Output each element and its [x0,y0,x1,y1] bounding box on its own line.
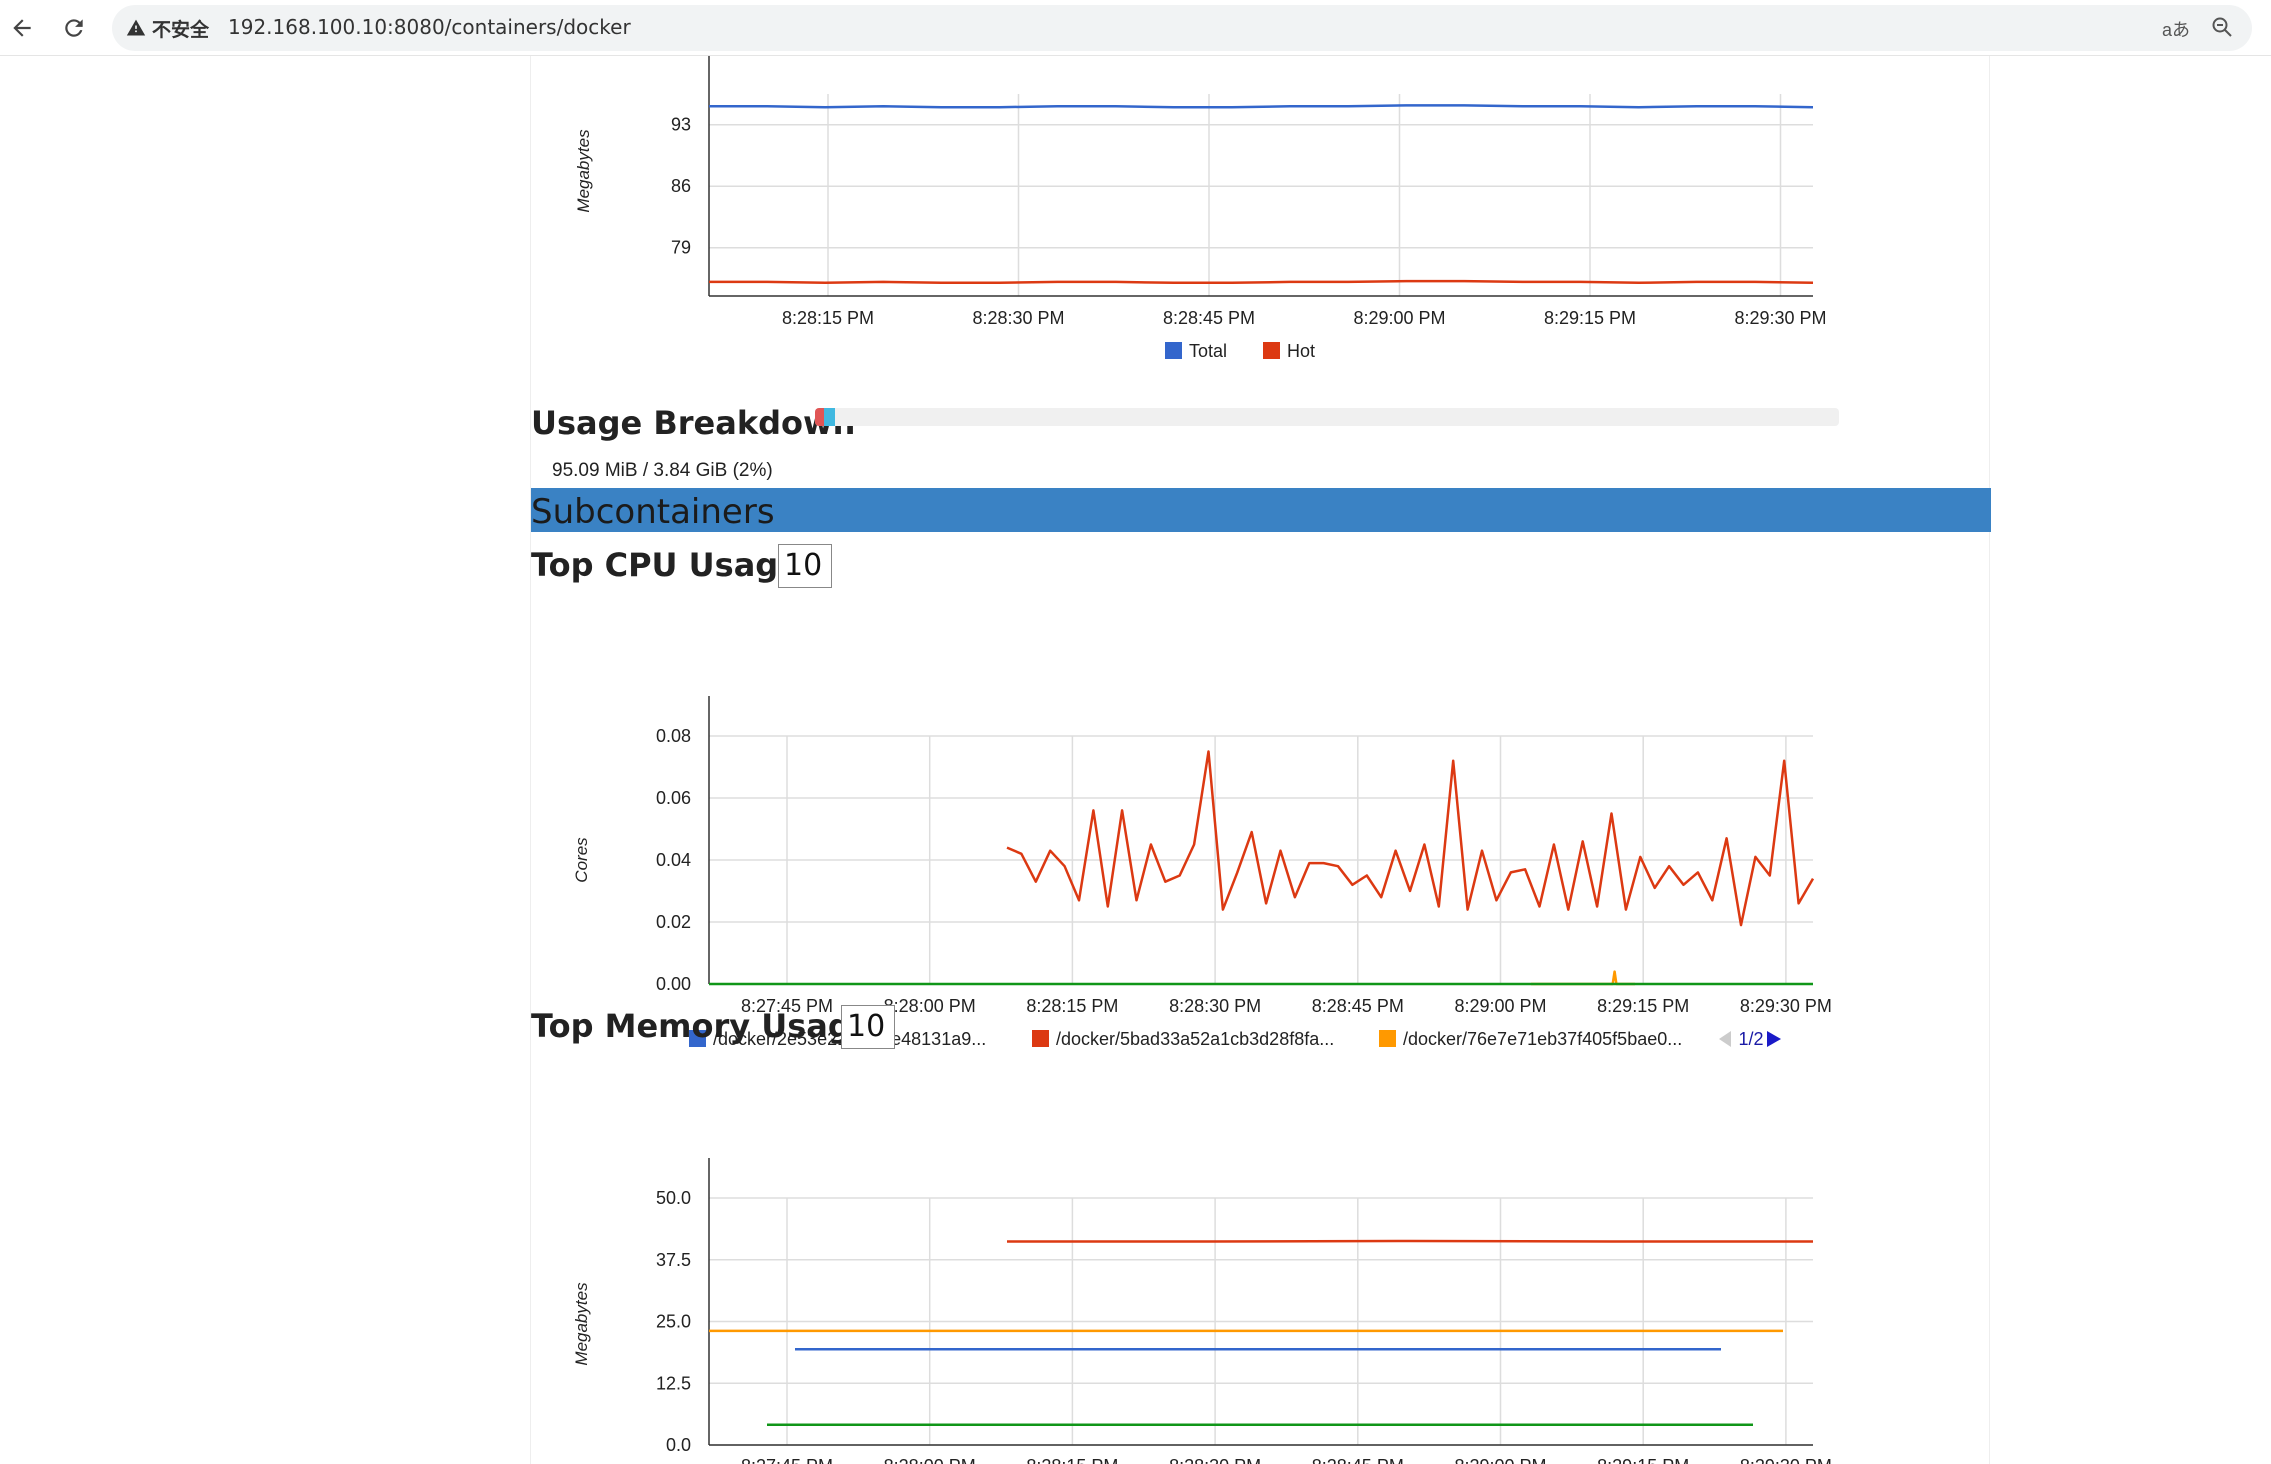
y-tick-label: 50.0 [656,1188,691,1208]
y-tick-label: 12.5 [656,1373,691,1393]
top-cpu-input[interactable]: 10 [778,544,832,588]
read-aloud-icon[interactable]: aあ [2161,20,2190,40]
y-axis-label: Cores [572,837,591,883]
y-axis-label: Megabytes [572,1282,591,1366]
page-content: 8:28:15 PM 8:28:30 PM 8:28:45 PM 8:29:00 PM… [530,56,1991,1464]
next-page-icon [1767,1031,1781,1047]
x-tick-label: 8:29:00 PM [1454,996,1546,1016]
y-tick-label: 25.0 [656,1312,691,1332]
top-cpu-label: Top CPU Usage: [531,546,813,584]
x-tick-label: 8:29:00 PM [1454,1456,1546,1464]
series-line [709,279,1814,285]
subcontainers-title: Subcontainers [531,492,775,532]
x-tick-label: 8:28:30 PM [972,308,1064,328]
x-tick-label: 8:28:45 PM [1312,996,1404,1016]
prev-page-icon [1719,1031,1731,1047]
memory-usage-chart: 8:27:45 PM 8:28:00 PM 8:28:15 PM 8:28:30 PM… [572,1158,1832,1464]
x-tick-label: 8:27:45 PM [741,996,833,1016]
x-tick-label: 8:28:30 PM [1169,996,1261,1016]
legend-label: Total [1189,341,1227,361]
x-tick-label: 8:29:30 PM [1740,996,1832,1016]
y-tick-label: 0.04 [656,850,691,870]
usage-text: 95.09 MiB / 3.84 GiB (2%) [552,460,773,481]
reload-button[interactable] [58,12,90,44]
top-memory-label: Top Memory Usage: [531,1007,886,1045]
usage-breakdown-title: Usage Breakdown [531,404,856,442]
subcontainers-header: Subcontainers [531,488,1991,532]
legend-swatch [1165,342,1182,359]
x-tick-label: 8:28:15 PM [1026,996,1118,1016]
x-tick-label: 8:28:15 PM [782,308,874,328]
legend-swatch [1032,1030,1049,1047]
x-tick-label: 8:28:45 PM [1163,308,1255,328]
url-text[interactable]: 192.168.100.10:8080/containers/docker [228,15,631,39]
x-tick-label: 8:28:00 PM [884,996,976,1016]
series-line [709,104,1814,109]
usage-progress-bar [815,408,1839,426]
browser-toolbar: 不安全 192.168.100.10:8080/containers/docke… [0,0,2271,56]
insecure-label[interactable]: 不安全 [152,20,210,41]
y-tick-label: 79 [671,238,691,258]
y-tick-label: 86 [671,176,691,196]
x-tick-label: 8:29:15 PM [1597,996,1689,1016]
y-axis-label: Megabytes [574,129,593,213]
series-line [1531,970,1635,986]
x-tick-label: 8:29:00 PM [1353,308,1445,328]
legend-label: Hot [1287,341,1315,361]
x-tick-label: 8:29:30 PM [1734,308,1826,328]
warning-icon [126,19,146,36]
legend-swatch [1263,342,1280,359]
x-tick-label: 8:29:15 PM [1544,308,1636,328]
usage-hot-fill [815,408,824,426]
legend-swatch [689,1030,706,1047]
y-tick-label: 0.02 [656,912,691,932]
top-memory-input[interactable]: 10 [841,1005,895,1049]
series-line [1006,750,1815,927]
memory-chart: 8:28:15 PM 8:28:30 PM 8:28:45 PM 8:29:00 PM… [574,56,1827,361]
x-tick-label: 8:28:30 PM [1169,1456,1261,1464]
cpu-usage-chart: 8:27:45 PM 8:28:00 PM 8:28:15 PM 8:28:30 PM… [572,696,1832,1049]
x-tick-label: 8:29:15 PM [1597,1456,1689,1464]
back-arrow-icon [13,19,31,37]
y-tick-label: 0.00 [656,974,691,994]
x-tick-label: 8:28:45 PM [1312,1456,1404,1464]
reload-icon [65,19,83,37]
legend-swatch [1379,1030,1396,1047]
usage-total-fill [824,408,835,426]
x-tick-label: 8:28:00 PM [884,1456,976,1464]
x-tick-label: 8:29:30 PM [1740,1456,1832,1464]
y-tick-label: 93 [671,115,691,135]
x-tick-label: 8:27:45 PM [741,1456,833,1464]
back-button[interactable] [6,12,38,44]
legend-label: /docker/5bad33a52a1cb3d28f8fa... [1056,1029,1334,1049]
y-tick-label: 37.5 [656,1250,691,1270]
zoom-icon[interactable] [2210,15,2234,39]
x-tick-label: 8:28:15 PM [1026,1456,1118,1464]
y-tick-label: 0.08 [656,726,691,746]
legend-label: /docker/76e7e71eb37f405f5bae0... [1403,1029,1682,1049]
pager-label: 1/2 [1738,1029,1763,1049]
y-tick-label: 0.0 [666,1435,691,1455]
address-bar[interactable]: 不安全 192.168.100.10:8080/containers/docke… [112,5,2252,51]
y-tick-label: 0.06 [656,788,691,808]
series-line [1007,1239,1813,1243]
